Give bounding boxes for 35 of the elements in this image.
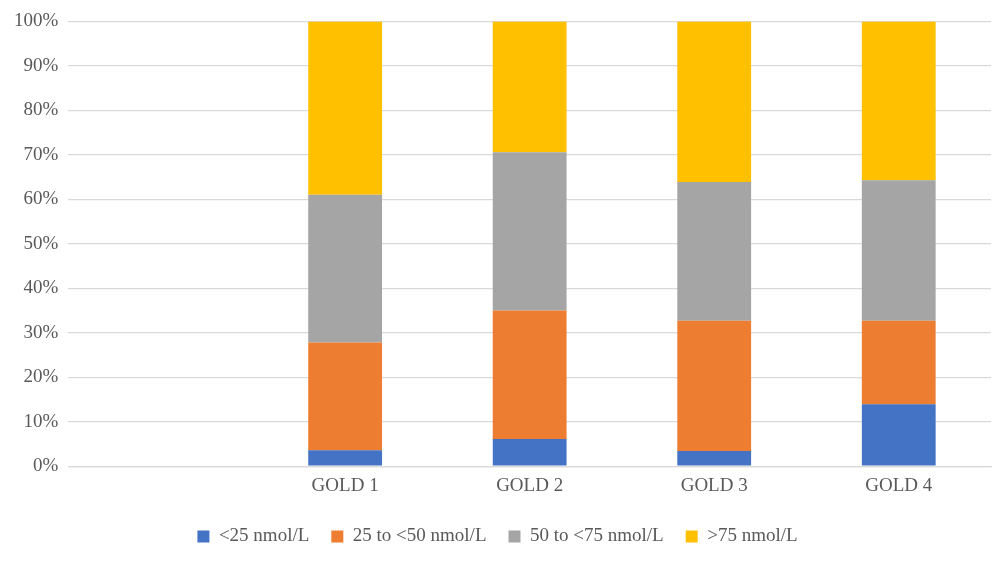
y-tick-label: 50% xyxy=(23,231,59,253)
x-tick-label: GOLD 3 xyxy=(680,473,748,495)
y-tick-label: 0% xyxy=(33,454,59,476)
y-tick-label: 60% xyxy=(23,187,59,209)
legend-label: 50 to <75 nmol/L xyxy=(530,524,664,546)
bar xyxy=(677,181,752,321)
bar xyxy=(308,342,383,451)
bar xyxy=(861,320,936,405)
y-tick-label: 90% xyxy=(23,53,59,75)
y-tick-label: 40% xyxy=(23,276,59,298)
legend-label: <25 nmol/L xyxy=(218,524,310,546)
bar xyxy=(861,404,936,466)
bar xyxy=(492,21,567,153)
bar xyxy=(677,451,752,466)
bar xyxy=(492,310,567,440)
y-tick-label: 70% xyxy=(23,142,59,164)
legend-label: 25 to <50 nmol/L xyxy=(352,524,487,546)
x-tick-label: GOLD 2 xyxy=(496,473,564,495)
y-tick-label: 10% xyxy=(23,409,59,431)
x-tick-label: GOLD 1 xyxy=(311,473,379,495)
bar xyxy=(861,21,936,181)
bar xyxy=(308,194,383,343)
bar xyxy=(677,21,752,182)
bar xyxy=(308,21,383,195)
bar xyxy=(677,320,752,452)
y-tick-label: 30% xyxy=(23,320,59,342)
legend-label: >75 nmol/L xyxy=(707,524,798,546)
y-tick-label: 20% xyxy=(23,365,59,387)
y-tick-label: 100% xyxy=(14,9,59,31)
y-tick-label: 80% xyxy=(23,98,59,120)
x-tick-label: GOLD 4 xyxy=(865,473,933,495)
bar xyxy=(492,152,567,311)
bar xyxy=(492,439,567,466)
bar xyxy=(861,180,936,321)
bar xyxy=(308,450,383,466)
